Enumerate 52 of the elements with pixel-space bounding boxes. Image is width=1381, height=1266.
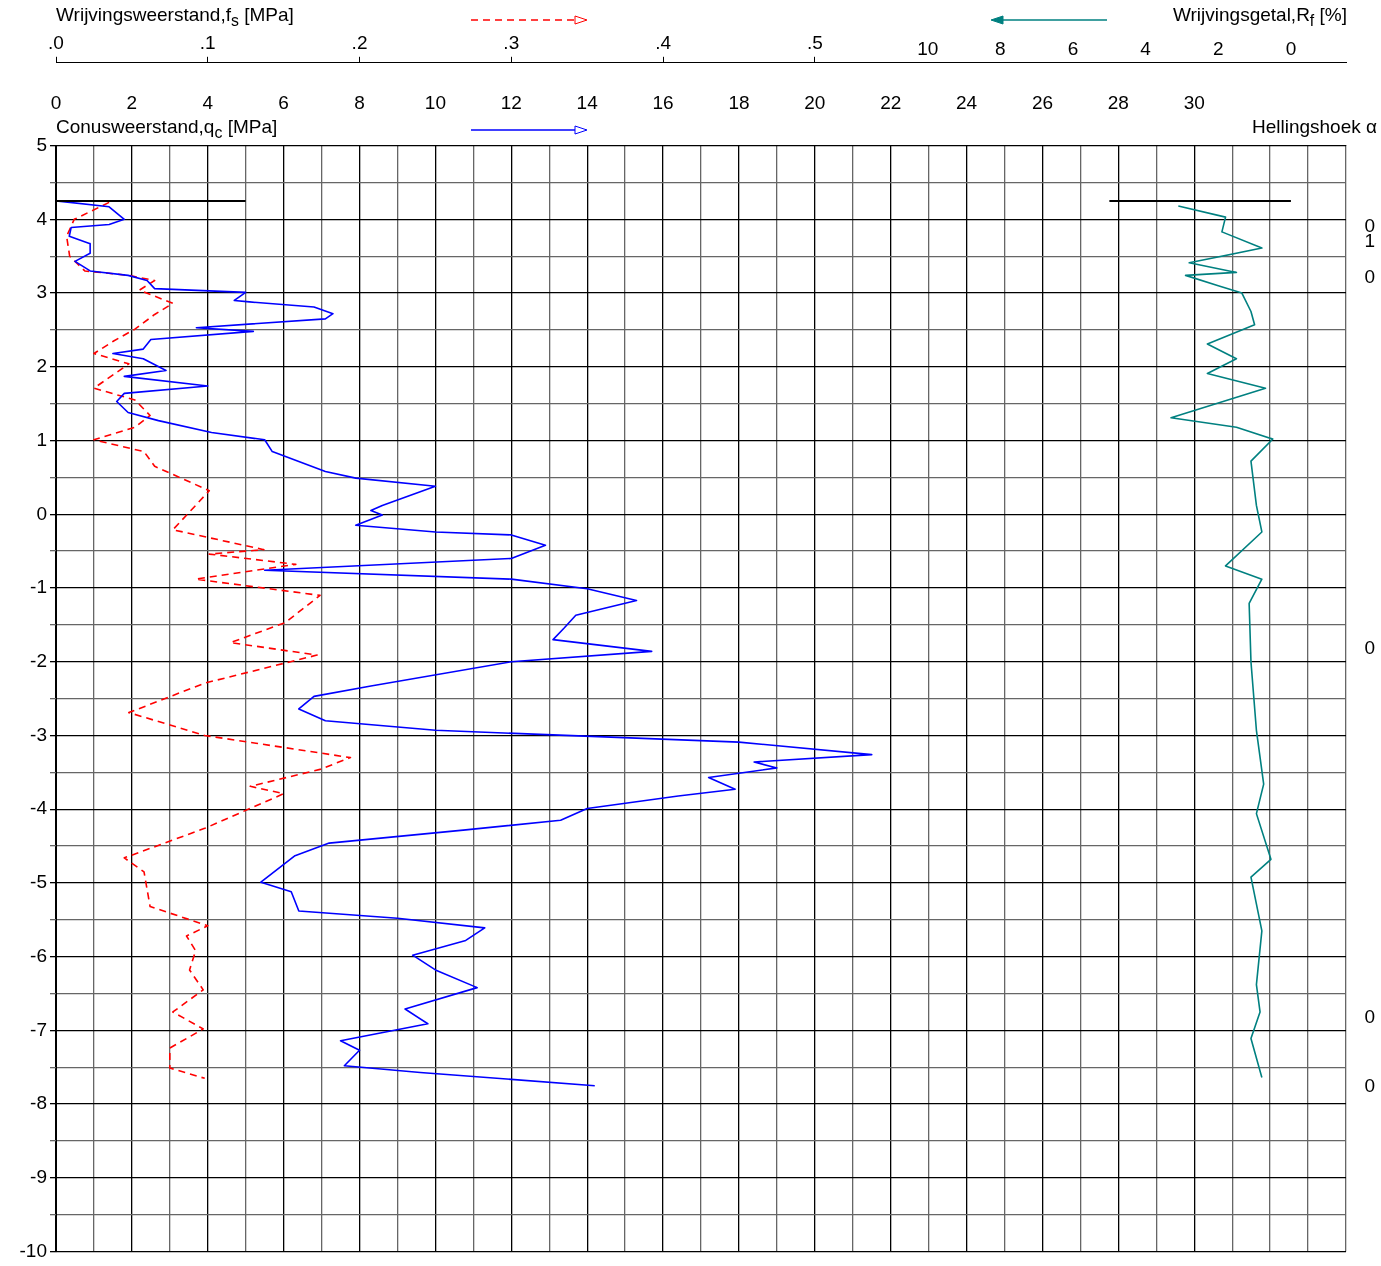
x2-tick-label: .5 (806, 31, 823, 53)
x-tick-label: 4 (202, 92, 214, 114)
text: Hellingshoek α (1251, 115, 1377, 138)
y-tick-label: -9 (30, 1166, 47, 1188)
x-tick-label: 6 (1067, 37, 1079, 59)
y-tick-label: 2 (36, 355, 47, 377)
x-tick-label: 0 (1285, 37, 1297, 59)
x-tick-label: 4 (1140, 37, 1152, 59)
y-tick-label: 1 (36, 428, 47, 450)
x-axis-title: Wrijvingsgetal,R$_{f}$ [%] (1172, 4, 1347, 31)
y-tick-label: -8 (30, 1092, 47, 1114)
y-tick-label: -7 (30, 1018, 47, 1040)
x-tick-label: 8 (354, 92, 365, 114)
x-tick-label: 22 (880, 92, 902, 114)
y-tick-label: -1 (30, 576, 47, 598)
y-tick-label: -10 (19, 1239, 47, 1261)
x-tick-label: 12 (500, 92, 522, 114)
x-tick-label: 14 (576, 92, 599, 114)
y-tick-label: 0 (36, 502, 47, 524)
text: 0 (1364, 1074, 1375, 1097)
x-tick-label: 10 (424, 92, 446, 114)
x-tick-label: 20 (804, 92, 826, 114)
x-tick-label: 28 (1107, 92, 1129, 114)
x-tick-label: 10 (917, 37, 939, 59)
x-tick-label: 2 (1212, 37, 1224, 59)
x-tick-label: 18 (728, 92, 750, 114)
x-axis-title: Conusweerstand,q$_{c}$ [MPa] (56, 115, 278, 143)
text: 0 (1364, 636, 1375, 659)
x-tick-label: 0 (50, 92, 62, 114)
x2-tick-label: .4 (655, 31, 672, 53)
y-tick-label: -4 (30, 797, 48, 819)
x2-tick-label: .0 (48, 31, 64, 53)
y-tick-label: -3 (30, 723, 47, 745)
y-tick-label: -6 (30, 944, 47, 966)
x-tick-label: 16 (652, 92, 674, 114)
x-tick-label: 26 (1031, 92, 1054, 114)
y-tick-label: 5 (36, 133, 47, 155)
x-tick-label: 30 (1183, 92, 1205, 114)
y-tick-label: 3 (36, 281, 47, 303)
text: 0 (1364, 1006, 1375, 1029)
x-tick-label: 24 (956, 92, 978, 114)
x2-tick-label: .3 (503, 31, 520, 53)
y-tick-label: 4 (36, 207, 48, 229)
x2-tick-label: .2 (351, 31, 368, 53)
text: 0 (1364, 266, 1375, 289)
x2-tick-label: .1 (199, 31, 216, 53)
x-tick-label: 2 (126, 92, 138, 114)
y-tick-label: -5 (30, 871, 47, 893)
y-tick-label: -2 (30, 649, 47, 671)
x-tick-label: 8 (995, 37, 1006, 59)
x-tick-label: 6 (278, 92, 289, 114)
x2-axis-title: Wrijvingsweerstand,f$_{s}$ [MPa] (56, 4, 294, 31)
